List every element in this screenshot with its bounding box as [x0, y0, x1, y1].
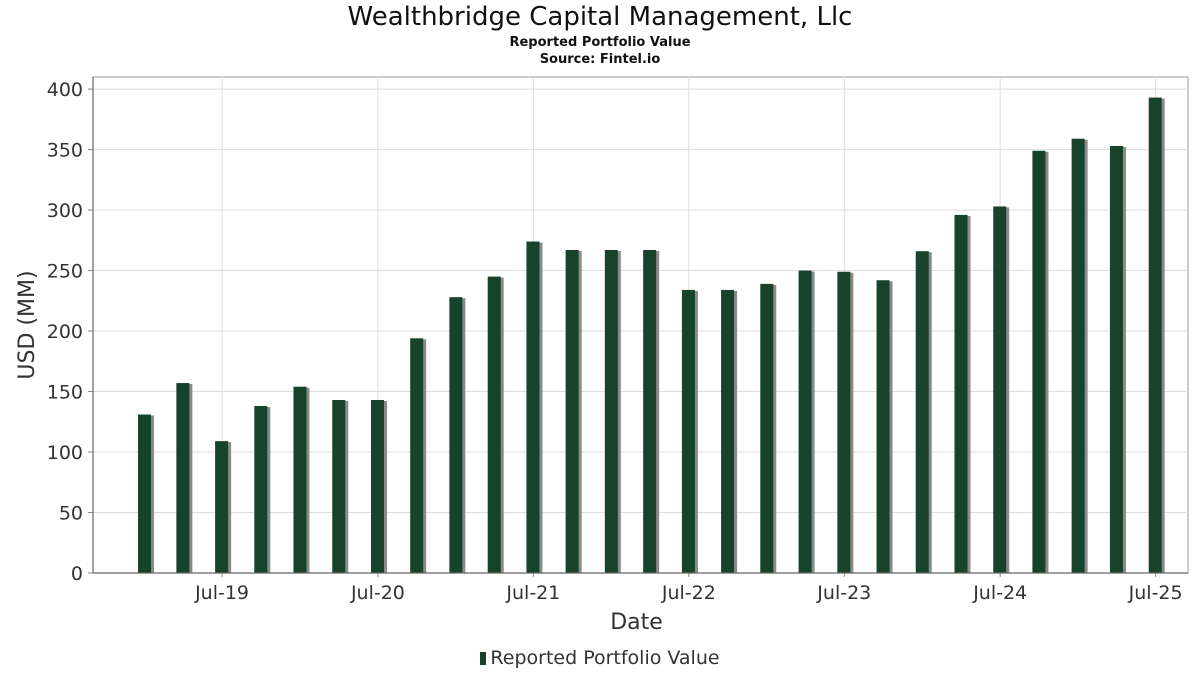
y-tick-label: 350	[47, 140, 83, 162]
chart-title: Wealthbridge Capital Management, Llc	[347, 2, 853, 32]
bar	[410, 338, 424, 573]
x-axis-label: Date	[610, 610, 663, 635]
x-tick-label: Jul-25	[1128, 582, 1183, 604]
bar	[138, 414, 152, 573]
bar	[1148, 97, 1162, 573]
y-tick-label: 200	[47, 321, 83, 343]
bar	[332, 400, 346, 573]
bar	[993, 206, 1007, 573]
y-tick-label: 300	[47, 200, 83, 222]
legend: Reported Portfolio Value	[0, 647, 1200, 669]
x-tick-label: Jul-20	[350, 582, 405, 604]
chart-source: Source: Fintel.io	[539, 52, 661, 67]
bar	[526, 241, 540, 573]
y-tick-label: 150	[47, 382, 83, 404]
bar	[176, 383, 190, 573]
bar	[837, 271, 851, 573]
legend-swatch	[480, 652, 487, 665]
bar	[915, 251, 929, 573]
x-tick-label: Jul-24	[972, 582, 1027, 604]
bar	[1109, 145, 1123, 573]
bar	[681, 289, 695, 573]
bar	[954, 214, 968, 573]
x-tick-label: Jul-21	[505, 582, 560, 604]
y-tick-label: 100	[47, 442, 83, 464]
x-tick-label: Jul-22	[661, 582, 716, 604]
bar	[876, 280, 890, 573]
bar	[643, 249, 657, 573]
y-tick-label: 0	[71, 563, 83, 585]
bar	[565, 249, 579, 573]
bar	[215, 441, 229, 573]
x-tick-label: Jul-19	[194, 582, 249, 604]
y-axis-label: USD (MM)	[15, 270, 40, 379]
y-tick-label: 400	[47, 79, 83, 101]
bar	[1032, 150, 1046, 574]
bar	[487, 276, 501, 573]
bar-chart: 0 50 100 150 200 250 300 350 400 Jul-19 Jul-20 Jul-…	[15, 76, 1189, 635]
x-tick-label: Jul-23	[816, 582, 871, 604]
y-tick-label: 250	[47, 261, 83, 283]
bar	[371, 400, 385, 573]
bar	[1071, 138, 1085, 573]
bar	[449, 297, 463, 573]
bar	[254, 406, 268, 573]
bar	[798, 270, 812, 573]
bar	[721, 289, 735, 573]
y-tick-label: 50	[59, 503, 83, 525]
bar	[760, 283, 774, 573]
chart-subtitle: Reported Portfolio Value	[509, 35, 691, 50]
legend-label: Reported Portfolio Value	[490, 647, 720, 669]
bar	[293, 386, 307, 573]
bar	[604, 249, 618, 573]
